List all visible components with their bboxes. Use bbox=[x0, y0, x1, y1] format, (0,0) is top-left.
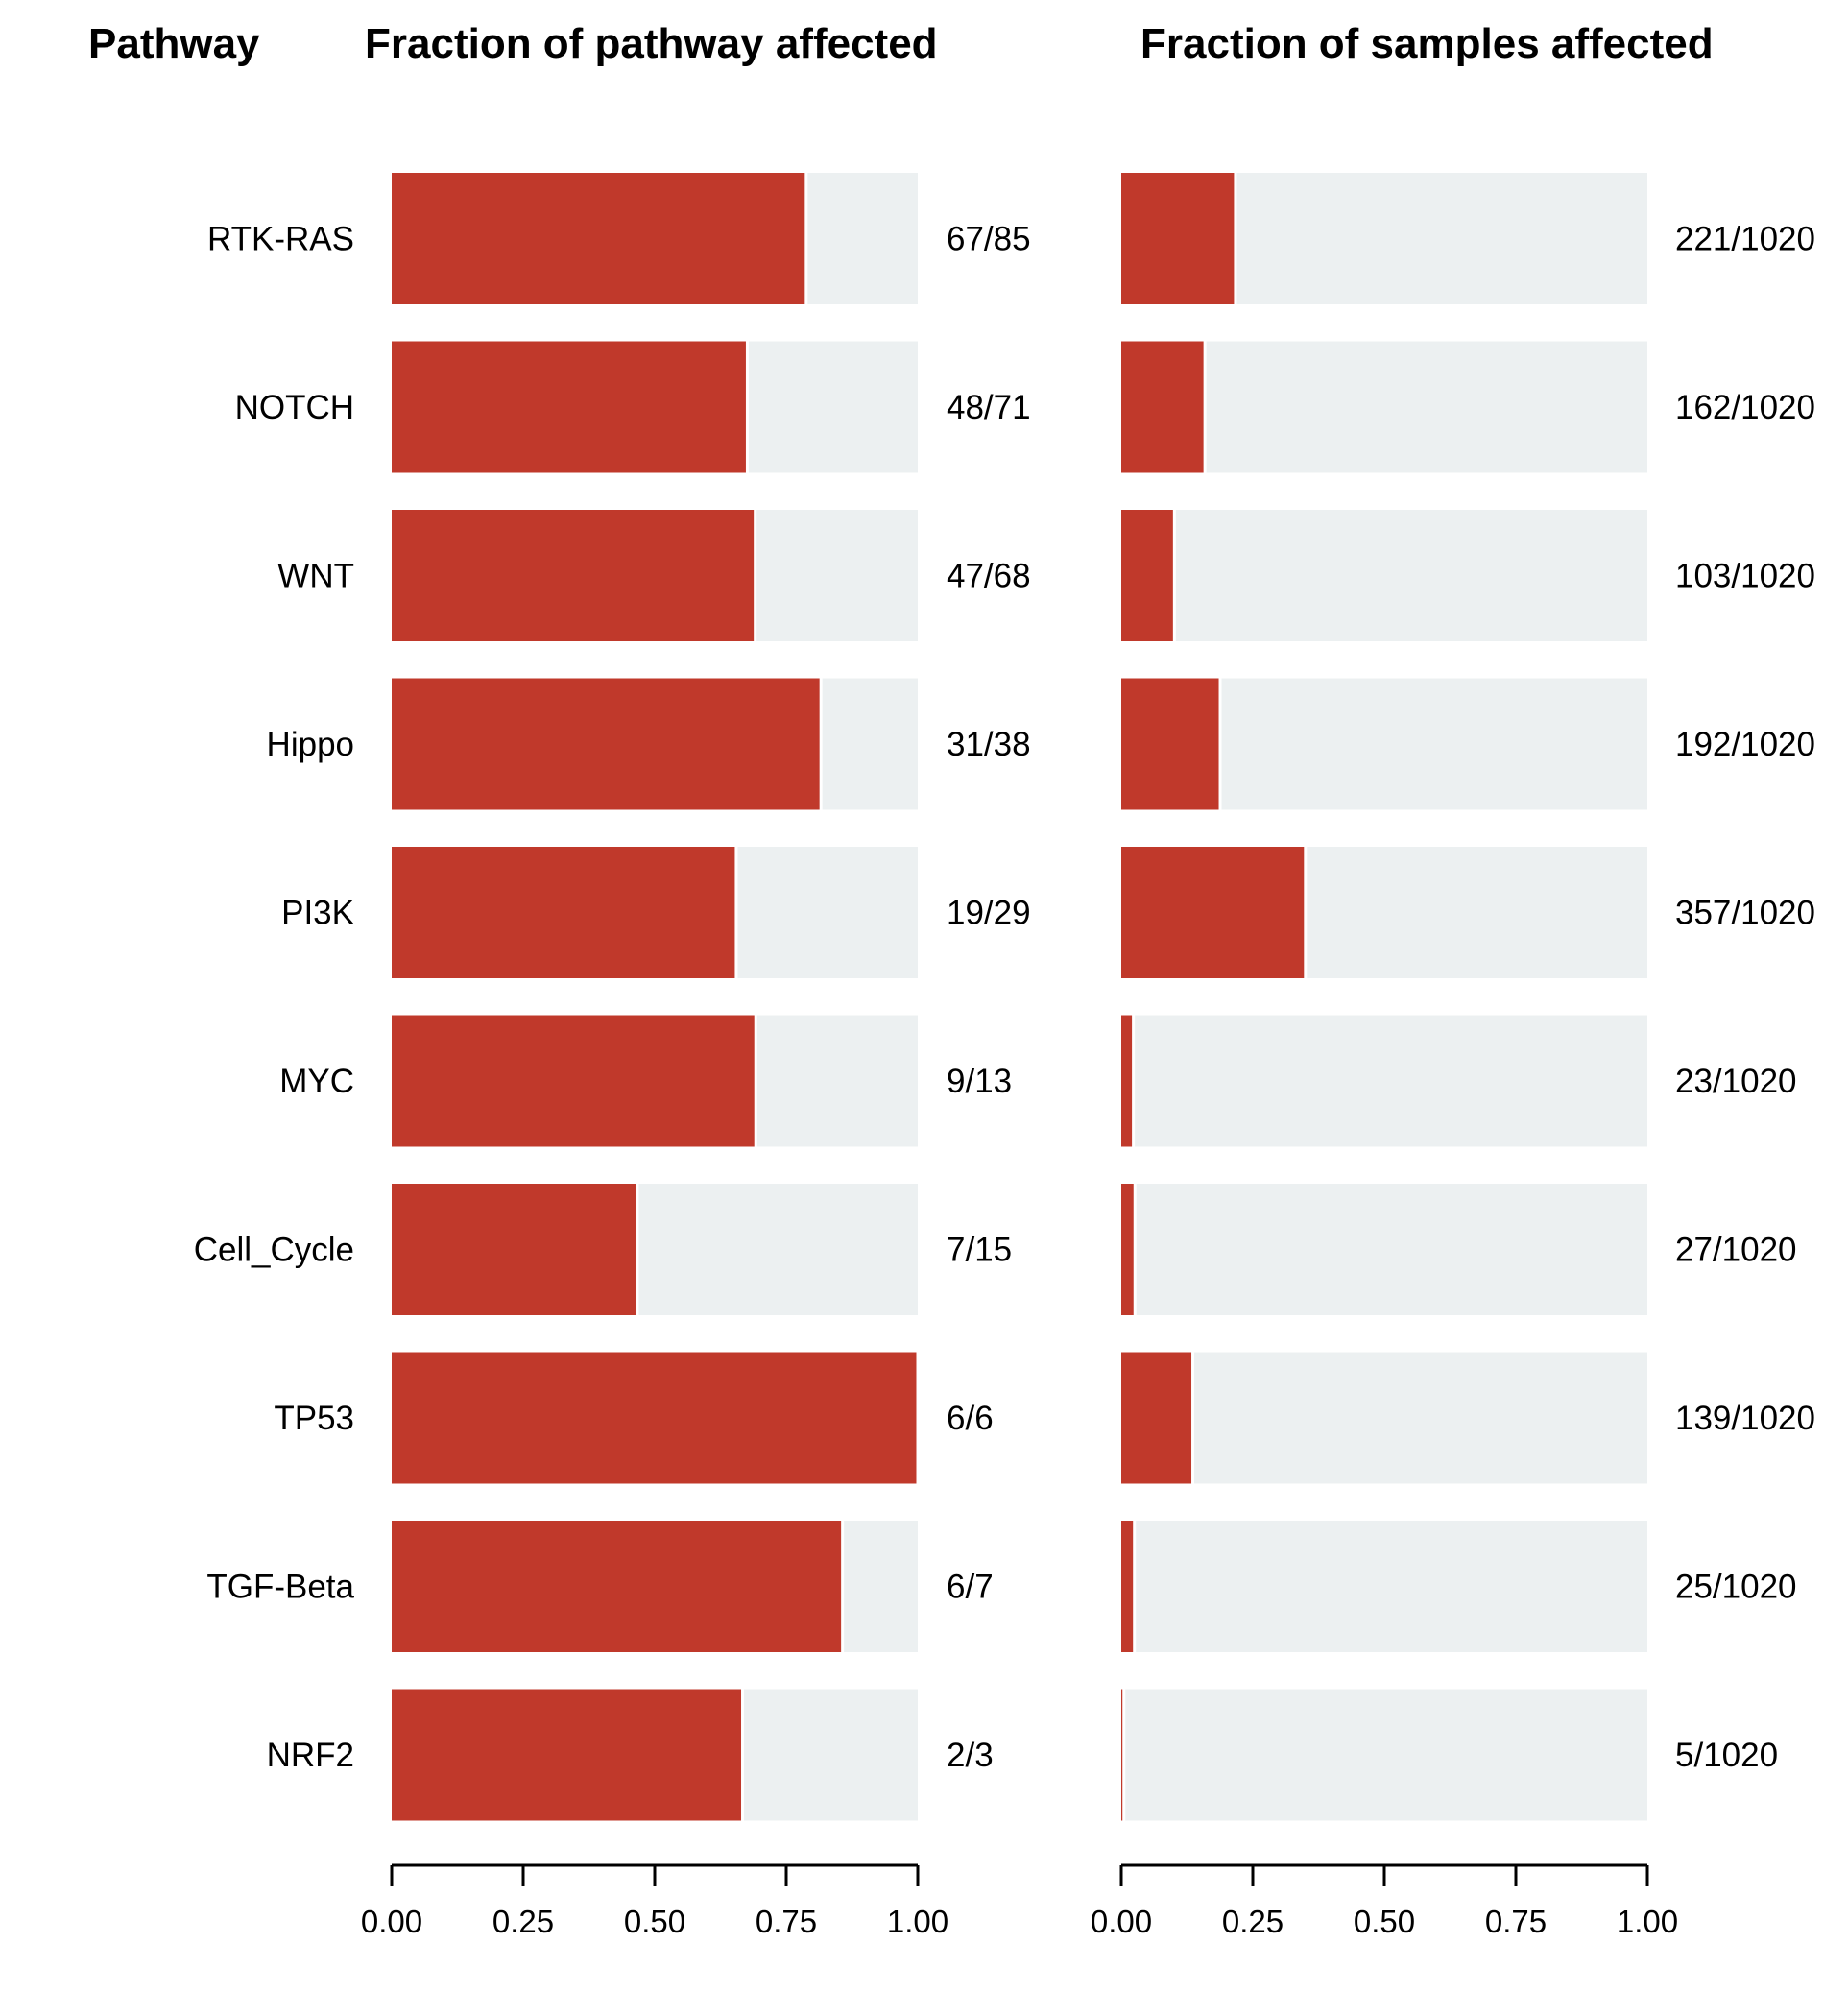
bar-background bbox=[1121, 1184, 1647, 1315]
bar-value bbox=[1121, 510, 1175, 641]
plot-area: RTK-RAS NOTCH WNT Hippo PI3K MYC Cell_Cycle TP5… bbox=[194, 173, 1815, 1939]
x-tick-label: 1.00 bbox=[1617, 1904, 1678, 1939]
bar-value bbox=[1121, 1521, 1135, 1652]
bar-count-label: 47/68 bbox=[947, 558, 1031, 595]
bar-count-label: 25/1020 bbox=[1675, 1569, 1797, 1606]
bar-count-label: 139/1020 bbox=[1675, 1400, 1815, 1437]
bar-value bbox=[392, 847, 736, 978]
bar-value bbox=[1121, 1184, 1136, 1315]
pathway-label-myc: MYC bbox=[279, 1063, 354, 1100]
pathway-header: Pathway bbox=[88, 20, 260, 67]
x-tick-label: 0.50 bbox=[624, 1904, 685, 1939]
pathway-label-tgf-beta: TGF-Beta bbox=[206, 1569, 354, 1606]
pathway-label-rtk-ras: RTK-RAS bbox=[207, 221, 354, 258]
x-tick-label: 0.75 bbox=[1485, 1904, 1547, 1939]
bar-background bbox=[1121, 1352, 1647, 1484]
bar-count-label: 31/38 bbox=[947, 726, 1031, 763]
bar-value bbox=[392, 1689, 743, 1821]
bar-value bbox=[1121, 173, 1236, 304]
bar-count-label: 221/1020 bbox=[1675, 221, 1815, 258]
bar-count-label: 357/1020 bbox=[1675, 895, 1815, 932]
pathway-label-pi3k: PI3K bbox=[281, 895, 354, 932]
bar-count-label: 192/1020 bbox=[1675, 726, 1815, 763]
pathway-label-wnt: WNT bbox=[277, 558, 354, 595]
x-tick-label: 0.25 bbox=[1222, 1904, 1284, 1939]
x-tick-label: 0.25 bbox=[492, 1904, 554, 1939]
bar-count-label: 23/1020 bbox=[1675, 1063, 1797, 1100]
bar-count-label: 48/71 bbox=[947, 389, 1031, 426]
right-panel-title: Fraction of samples affected bbox=[1140, 20, 1714, 67]
bar-value bbox=[392, 678, 822, 810]
bar-count-label: 27/1020 bbox=[1675, 1232, 1797, 1269]
bar-value bbox=[1121, 341, 1206, 473]
bar-value bbox=[1121, 1352, 1193, 1484]
pathway-label-nrf2: NRF2 bbox=[267, 1737, 354, 1774]
x-tick-label: 0.00 bbox=[1091, 1904, 1152, 1939]
bar-value bbox=[1121, 678, 1221, 810]
bar-background bbox=[1121, 1521, 1647, 1652]
bar-value bbox=[392, 510, 756, 641]
x-tick-label: 0.00 bbox=[361, 1904, 422, 1939]
bar-count-label: 19/29 bbox=[947, 895, 1031, 932]
bar-value bbox=[392, 341, 748, 473]
bar-count-label: 2/3 bbox=[947, 1737, 994, 1774]
bar-count-label: 6/6 bbox=[947, 1400, 994, 1437]
pathway-label-notch: NOTCH bbox=[235, 389, 354, 426]
bar-count-label: 9/13 bbox=[947, 1063, 1012, 1100]
bar-count-label: 67/85 bbox=[947, 221, 1031, 258]
bar-value bbox=[392, 1184, 637, 1315]
left-panel-title: Fraction of pathway affected bbox=[365, 20, 938, 67]
bar-value bbox=[392, 173, 806, 304]
x-tick-label: 1.00 bbox=[887, 1904, 948, 1939]
x-tick-label: 0.75 bbox=[756, 1904, 817, 1939]
bar-value bbox=[392, 1352, 918, 1484]
bar-background bbox=[1121, 341, 1647, 473]
bar-count-label: 5/1020 bbox=[1675, 1737, 1778, 1774]
pathway-label-hippo: Hippo bbox=[267, 726, 354, 763]
bar-background bbox=[1121, 1015, 1647, 1147]
bar-count-label: 6/7 bbox=[947, 1569, 994, 1606]
bar-background bbox=[1121, 1689, 1647, 1821]
bar-value bbox=[392, 1521, 843, 1652]
bar-value bbox=[1121, 847, 1306, 978]
bar-count-label: 103/1020 bbox=[1675, 558, 1815, 595]
bar-count-label: 162/1020 bbox=[1675, 389, 1815, 426]
bar-count-label: 7/15 bbox=[947, 1232, 1012, 1269]
x-tick-label: 0.50 bbox=[1354, 1904, 1415, 1939]
pathway-label-tp53: TP53 bbox=[274, 1400, 354, 1437]
bar-background bbox=[1121, 510, 1647, 641]
pathway-label-cell-cycle: Cell_Cycle bbox=[194, 1232, 354, 1269]
bar-value bbox=[1121, 1015, 1134, 1147]
bar-value bbox=[392, 1015, 756, 1147]
